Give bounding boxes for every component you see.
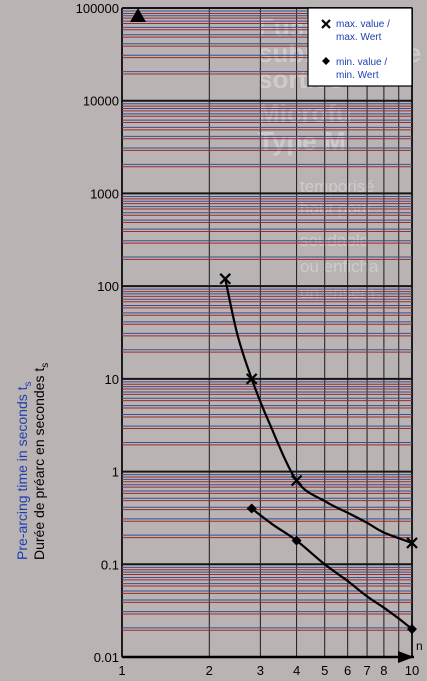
x-tick-label: 8 (380, 663, 387, 678)
y-tick-label: 0.1 (101, 557, 119, 572)
x-axis-label: n (416, 639, 423, 653)
max-value-point (219, 273, 232, 285)
legend: max. value / max. Wert min. value / min.… (307, 7, 413, 87)
max-value-point (245, 373, 258, 385)
plot-area (122, 8, 412, 657)
curve-layer (224, 278, 413, 630)
x-axis-arrow-icon (398, 651, 414, 663)
y-tick-label: 10 (105, 372, 119, 387)
series-max-line (224, 278, 413, 544)
legend-max-line2: max. Wert (336, 32, 382, 43)
x-tick-label: 2 (206, 663, 213, 678)
x-tick-label: 5 (321, 663, 328, 678)
y-tick-label: 0.01 (94, 650, 119, 665)
y-tick-label: 100 (97, 279, 119, 294)
tick-label-layer: 0.01 0.1 1 10 100 1000 10000 100000 1 2 3 4 5 6 7 8 10 (76, 1, 420, 678)
x-tick-label: 10 (405, 663, 419, 678)
background-text: un ensem (300, 283, 375, 302)
marker-layer (219, 273, 418, 635)
max-value-point (290, 474, 303, 487)
legend-box (307, 7, 413, 87)
y-tick-label: 10000 (83, 94, 119, 109)
x-tick-label: 7 (363, 663, 370, 678)
y-axis-label-line1: Pre-arcing time in seconds ts (14, 381, 34, 560)
min-value-point (407, 624, 417, 635)
grid-layer (121, 7, 414, 659)
background-text: temporisé (300, 177, 375, 196)
background-text: ou enficha (300, 257, 379, 276)
background-heading: Microfu (258, 98, 352, 128)
y-axis-label-line2: Durée de préarc en secondes ts (31, 363, 51, 560)
series-min-line (251, 507, 413, 630)
legend-min-line2: min. Wert (336, 70, 379, 81)
legend-min-line1: min. value / (336, 57, 387, 68)
background-heading: Type M (258, 126, 346, 156)
x-tick-label: 3 (257, 663, 264, 678)
y-tick-label: 1 (112, 465, 119, 480)
x-tick-label: 1 (118, 663, 125, 678)
min-value-point (246, 503, 257, 514)
y-axis-arrow-icon (130, 8, 146, 22)
max-value-point (406, 537, 418, 549)
legend-min-marker-icon (322, 57, 330, 65)
x-tick-label: 4 (293, 663, 300, 678)
y-tick-label: 100000 (76, 1, 119, 16)
y-tick-label: 1000 (90, 186, 119, 201)
legend-max-marker-icon (321, 19, 331, 29)
x-tick-label: 6 (344, 663, 351, 678)
legend-max-line1: max. value / (336, 19, 390, 30)
min-value-point (291, 535, 302, 546)
